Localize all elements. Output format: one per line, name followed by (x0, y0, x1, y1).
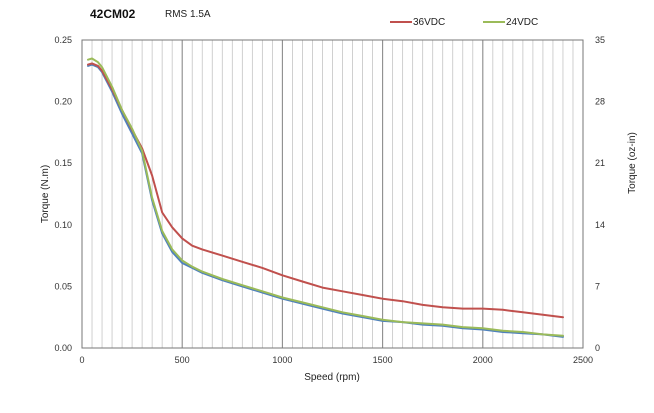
x-tick-label: 0 (79, 355, 84, 365)
legend-label-36vdc: 36VDC (413, 17, 445, 28)
y-tick-label: 0.25 (54, 35, 72, 45)
x-tick-label: 1000 (272, 355, 292, 365)
y2-axis-label: Torque (oz-in) (627, 132, 638, 194)
x-tick-label: 500 (175, 355, 190, 365)
y-tick-label: 0.10 (54, 220, 72, 230)
y-axis-label: Torque (N.m) (40, 165, 51, 223)
x-tick-label: 1500 (373, 355, 393, 365)
y2-tick-label: 0 (595, 343, 600, 353)
y2-tick-labels: 0 7 14 21 28 35 (595, 35, 605, 353)
legend: 36VDC 24VDC (390, 17, 538, 28)
x-tick-label: 2000 (473, 355, 493, 365)
series-line-24vdc (87, 57, 564, 337)
y-tick-label: 0.05 (54, 281, 72, 291)
series-lines (87, 57, 564, 338)
legend-label-24vdc: 24VDC (506, 17, 538, 28)
y-tick-label: 0.15 (54, 158, 72, 168)
y-tick-labels: 0.00 0.05 0.10 0.15 0.20 0.25 (54, 35, 72, 353)
series-line-unnamed (87, 63, 564, 338)
y2-tick-label: 35 (595, 35, 605, 45)
x-tick-labels: 0 500 1000 1500 2000 2500 (79, 355, 593, 365)
plot-frame (81, 39, 584, 349)
x-axis-label: Speed (rpm) (304, 372, 360, 383)
chart-subtitle: RMS 1.5A (165, 9, 211, 20)
y2-tick-label: 14 (595, 220, 605, 230)
y-tick-label: 0.20 (54, 97, 72, 107)
grid (91, 40, 574, 348)
y2-tick-label: 7 (595, 281, 600, 291)
chart-title: 42CM02 (90, 7, 136, 21)
y2-tick-label: 21 (595, 158, 605, 168)
y-tick-label: 0.00 (54, 343, 72, 353)
y2-tick-label: 28 (595, 97, 605, 107)
x-tick-label: 2500 (573, 355, 593, 365)
series-line-36vdc (87, 62, 564, 319)
